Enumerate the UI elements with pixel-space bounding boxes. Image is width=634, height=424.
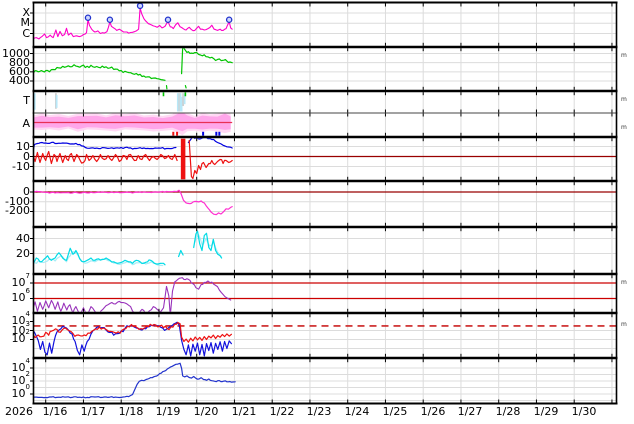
right-edge-glyph: m (621, 321, 627, 328)
xlabel-1-25: 1/25 (382, 405, 408, 418)
ylabel-speed-1000: 1000 (2, 47, 30, 60)
ylabel-xray-C: C (22, 27, 30, 40)
ylabel-proton-1e4: 104 (11, 310, 30, 327)
xlabel-1-28: 1/28 (495, 405, 521, 418)
ylabel-imf-0: 0 (23, 150, 30, 163)
ylabel-electron-1e6: 106 (11, 287, 30, 304)
xlabel-1-27: 1/27 (457, 405, 483, 418)
ylabel-xray-X: X (22, 6, 30, 19)
ylabel-dst-neg100: -100 (5, 195, 30, 208)
ylabel-density-40: 40 (16, 232, 30, 245)
ylabel-speed-600: 600 (9, 65, 30, 78)
ylabel-dst-0: 0 (23, 185, 30, 198)
ylabel-particle-1e0: 100 (11, 383, 30, 400)
xlabel-1-20: 1/20 (193, 405, 219, 418)
ylabel-proton-1e2: 102 (11, 328, 30, 345)
xlabel-1-16: 1/16 (42, 405, 68, 418)
xlabel-1-19: 1/19 (155, 405, 181, 418)
xlabel-1-22: 1/22 (269, 405, 295, 418)
xlabel-1-18: 1/18 (118, 405, 144, 418)
xlabel-1-24: 1/24 (344, 405, 370, 418)
right-edge-glyph: m (621, 124, 627, 131)
xlabel-1-17: 1/17 (80, 405, 106, 418)
ylabel-speed-800: 800 (9, 56, 30, 69)
ylabel-speed-400: 400 (9, 74, 30, 87)
right-edge-glyph: m (621, 52, 627, 59)
ylabel-particle-1e4: 104 (11, 357, 30, 374)
ylabel-imf-10: 10 (16, 140, 30, 153)
xlabel-1-23: 1/23 (306, 405, 332, 418)
ylabel-particle-1e2: 102 (11, 370, 30, 387)
xlabel-1-30: 1/30 (571, 405, 597, 418)
ylabel-T: T (23, 94, 30, 107)
ylabel-density-20: 20 (16, 247, 30, 260)
right-edge-glyph: m (621, 96, 627, 103)
ylabel-electron-1e7: 107 (11, 272, 30, 289)
ylabel-dst-neg200: -200 (5, 204, 30, 217)
right-edge-glyph: m (621, 279, 627, 286)
ylabel-imf-neg10: -10 (12, 160, 30, 173)
xlabel-1-29: 1/29 (533, 405, 559, 418)
ylabel-xray-M: M (20, 16, 31, 29)
x-axis-year-label: 2026 (5, 405, 33, 418)
xlabel-1-26: 1/26 (420, 405, 446, 418)
xlabel-1-21: 1/21 (231, 405, 257, 418)
ylabel-proton-1e3: 103 (11, 320, 30, 337)
ylabel-A: A (22, 117, 30, 130)
